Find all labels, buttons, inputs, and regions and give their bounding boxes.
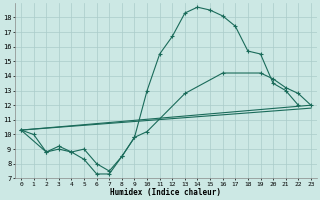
X-axis label: Humidex (Indice chaleur): Humidex (Indice chaleur): [110, 188, 221, 197]
